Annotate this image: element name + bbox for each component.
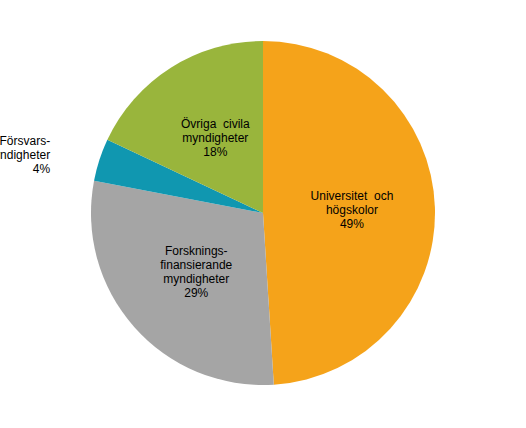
svg-text:49%: 49% <box>340 217 364 231</box>
svg-text:4%: 4% <box>33 162 51 176</box>
svg-text:Universitet och: Universitet och <box>311 189 394 203</box>
svg-text:Övriga civila: Övriga civila <box>181 117 250 131</box>
svg-text:finansierande: finansierande <box>160 258 232 272</box>
svg-text:myndigheter: myndigheter <box>182 131 248 145</box>
svg-text:18%: 18% <box>203 145 227 159</box>
svg-text:29%: 29% <box>184 286 208 300</box>
svg-text:Forsknings-: Forsknings- <box>165 244 228 258</box>
svg-text:högskolor: högskolor <box>326 203 378 217</box>
svg-text:myndigheter: myndigheter <box>163 272 229 286</box>
svg-text:myndigheter: myndigheter <box>0 148 50 162</box>
svg-text:Försvars-: Försvars- <box>0 134 50 148</box>
